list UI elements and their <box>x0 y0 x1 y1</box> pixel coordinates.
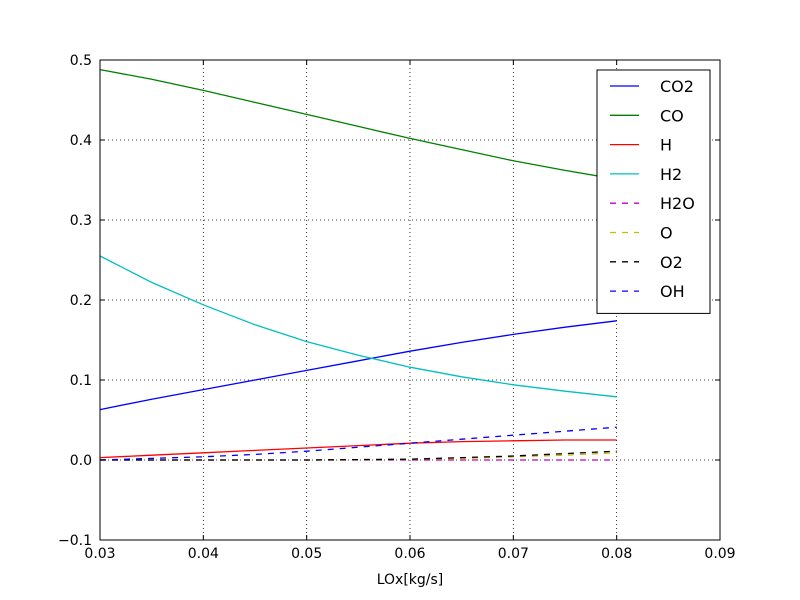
y-tick-label: 0.1 <box>70 373 92 389</box>
legend-label: H2O <box>660 194 695 213</box>
legend-label: CO2 <box>660 77 694 96</box>
legend-label: H2 <box>660 165 682 184</box>
x-tick-label: 0.08 <box>601 546 632 562</box>
series-line-oh <box>99 426 617 461</box>
series-layer <box>99 68 617 461</box>
y-tick-label: 0.4 <box>70 133 92 149</box>
x-tick-label: 0.09 <box>704 546 735 562</box>
series-line-h2 <box>99 255 617 398</box>
y-tick-label: 0.2 <box>70 293 92 309</box>
legend-label: O2 <box>660 253 683 272</box>
y-tick-label: 0.5 <box>70 53 92 69</box>
x-tick-label: 0.05 <box>291 546 322 562</box>
legend-box <box>596 69 711 314</box>
legend: CO2 CO H H2 H2O O O2 OH <box>596 69 711 314</box>
series-line-h <box>99 439 617 459</box>
x-tick-label: 0.04 <box>188 546 219 562</box>
y-tick-label: 0.0 <box>70 453 92 469</box>
legend-label: H <box>660 136 672 155</box>
legend-label: O <box>660 224 673 243</box>
legend-label: OH <box>660 282 685 301</box>
legend-label: CO <box>660 106 684 125</box>
series-line-co <box>99 68 617 180</box>
series-line-o2 <box>100 450 617 461</box>
x-tick-label: 0.03 <box>84 546 115 562</box>
x-tick-label: 0.07 <box>498 546 529 562</box>
ticks <box>99 59 721 541</box>
x-axis-label: LOx[kg/s] <box>377 572 444 588</box>
x-tick-label: 0.06 <box>394 546 425 562</box>
y-tick-label: 0.3 <box>70 213 92 229</box>
tick-labels: 0.03 0.04 0.05 0.06 0.07 0.08 0.09 −0.1 0.0 0.1 0.… <box>58 53 736 562</box>
y-tick-label: −0.1 <box>58 533 92 549</box>
series-line-co2 <box>99 320 617 411</box>
